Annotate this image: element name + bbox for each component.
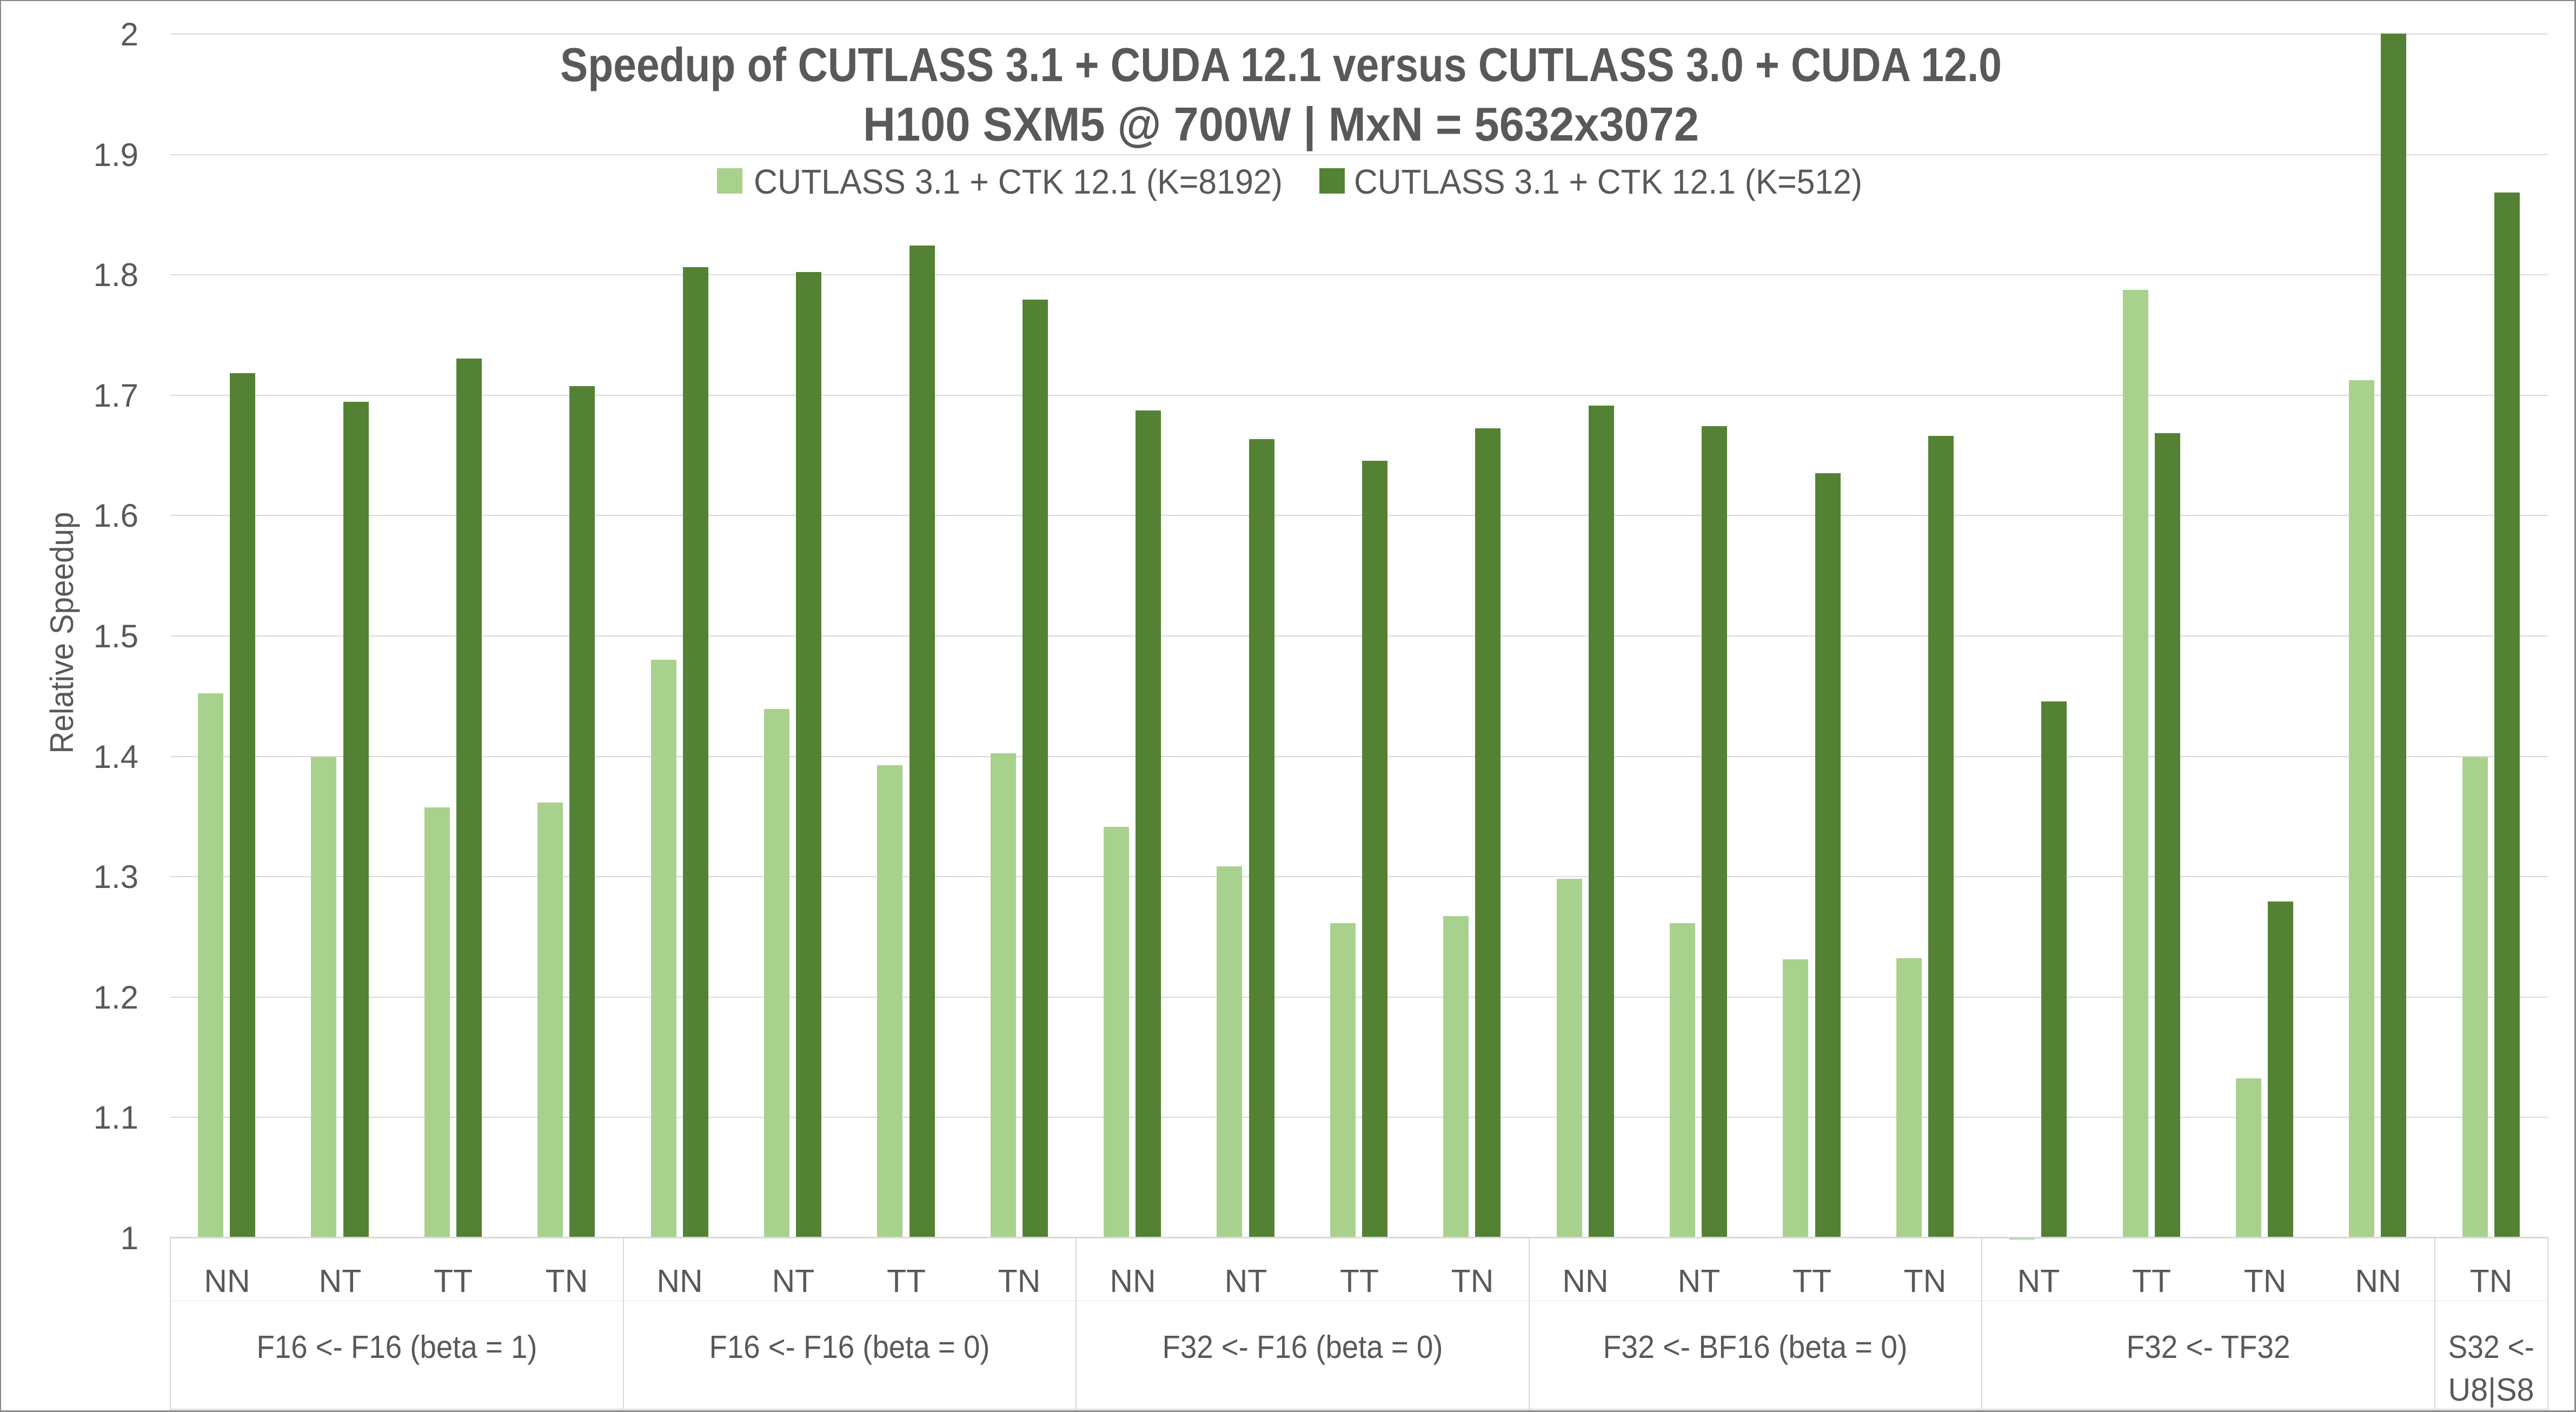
svg-text:Speedup of CUTLASS 3.1 + CUDA: Speedup of CUTLASS 3.1 + CUDA 12.1 versu… — [560, 38, 2002, 91]
svg-text:NN: NN — [2355, 1263, 2401, 1299]
svg-text:TN: TN — [2470, 1263, 2513, 1299]
svg-text:NT: NT — [1225, 1263, 1267, 1299]
svg-text:NT: NT — [1678, 1263, 1721, 1299]
svg-text:F32 <- BF16 (beta = 0): F32 <- BF16 (beta = 0) — [1603, 1329, 1908, 1365]
svg-text:NT: NT — [319, 1263, 362, 1299]
svg-text:1.4: 1.4 — [94, 739, 138, 775]
svg-text:TT: TT — [434, 1263, 473, 1299]
svg-text:1.8: 1.8 — [94, 257, 138, 293]
svg-text:Relative Speedup: Relative Speedup — [44, 512, 80, 754]
svg-text:F16 <- F16 (beta = 0): F16 <- F16 (beta = 0) — [709, 1329, 990, 1365]
svg-text:1.5: 1.5 — [94, 618, 138, 654]
svg-text:TN: TN — [1904, 1263, 1947, 1299]
svg-text:TN: TN — [2244, 1263, 2287, 1299]
svg-text:NT: NT — [772, 1263, 815, 1299]
svg-text:U8|S8: U8|S8 — [2448, 1372, 2534, 1408]
svg-text:F32 <- F16 (beta = 0): F32 <- F16 (beta = 0) — [1163, 1329, 1443, 1365]
svg-text:F16 <- F16 (beta = 1): F16 <- F16 (beta = 1) — [257, 1329, 537, 1365]
svg-text:TN: TN — [546, 1263, 588, 1299]
svg-text:H100 SXM5 @ 700W | MxN = 5632x: H100 SXM5 @ 700W | MxN = 5632x3072 — [863, 97, 1699, 151]
svg-text:1.3: 1.3 — [94, 859, 138, 895]
svg-text:S32 <-: S32 <- — [2448, 1329, 2534, 1365]
svg-text:1.7: 1.7 — [94, 377, 138, 414]
svg-text:2: 2 — [121, 16, 138, 52]
svg-text:TT: TT — [2132, 1263, 2171, 1299]
svg-text:CUTLASS 3.1 + CTK 12.1 (K=8192: CUTLASS 3.1 + CTK 12.1 (K=8192) — [754, 162, 1283, 201]
svg-text:TT: TT — [887, 1263, 926, 1299]
svg-text:NN: NN — [656, 1263, 702, 1299]
svg-text:NN: NN — [1110, 1263, 1156, 1299]
svg-text:F32 <- TF32: F32 <- TF32 — [2127, 1329, 2290, 1365]
svg-text:TT: TT — [1792, 1263, 1831, 1299]
svg-text:1.9: 1.9 — [94, 137, 138, 173]
svg-text:NT: NT — [2017, 1263, 2060, 1299]
svg-text:TN: TN — [998, 1263, 1041, 1299]
svg-text:CUTLASS 3.1 + CTK 12.1 (K=512): CUTLASS 3.1 + CTK 12.1 (K=512) — [1354, 162, 1862, 201]
svg-text:1: 1 — [121, 1220, 138, 1256]
svg-text:1.2: 1.2 — [94, 979, 138, 1016]
svg-text:NN: NN — [204, 1263, 250, 1299]
svg-text:1.1: 1.1 — [94, 1099, 138, 1136]
svg-text:1.6: 1.6 — [94, 498, 138, 534]
svg-text:TT: TT — [1340, 1263, 1379, 1299]
svg-text:TN: TN — [1451, 1263, 1494, 1299]
svg-text:NN: NN — [1562, 1263, 1608, 1299]
